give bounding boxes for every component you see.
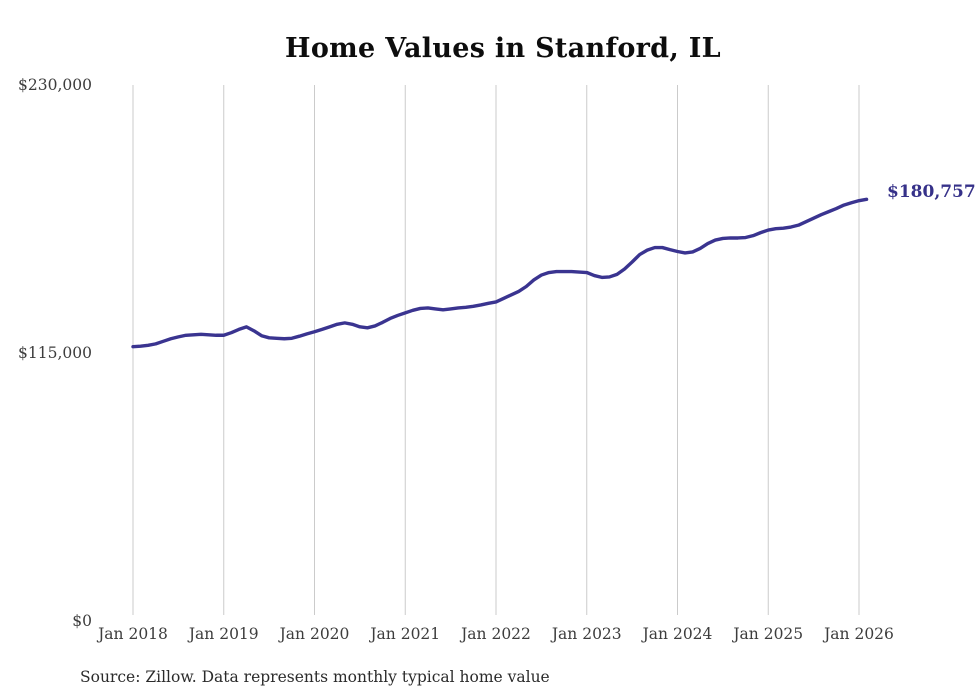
x-axis-label: Jan 2024 bbox=[642, 625, 713, 643]
home-value-line bbox=[131, 197, 869, 349]
x-axis-label: Jan 2018 bbox=[98, 625, 168, 643]
x-axis-label: Jan 2023 bbox=[551, 625, 622, 643]
y-axis-label: $230,000 bbox=[18, 75, 92, 94]
x-axis-label: Jan 2026 bbox=[824, 625, 894, 643]
x-axis-label: Jan 2021 bbox=[370, 625, 441, 643]
latest-value-label: $180,757 bbox=[887, 182, 976, 203]
x-axis-label: Jan 2025 bbox=[733, 625, 804, 643]
y-axis-label: $115,000 bbox=[18, 343, 92, 362]
x-axis-label: Jan 2022 bbox=[461, 625, 531, 643]
x-axis-label: Jan 2020 bbox=[279, 625, 350, 643]
y-axis-label: $0 bbox=[72, 612, 92, 630]
gridlines bbox=[132, 85, 860, 615]
source-note: Source: Zillow. Data represents monthly … bbox=[80, 668, 550, 686]
chart-title: Home Values in Stanford, IL bbox=[285, 33, 721, 64]
x-axis-label: Jan 2019 bbox=[188, 625, 259, 643]
